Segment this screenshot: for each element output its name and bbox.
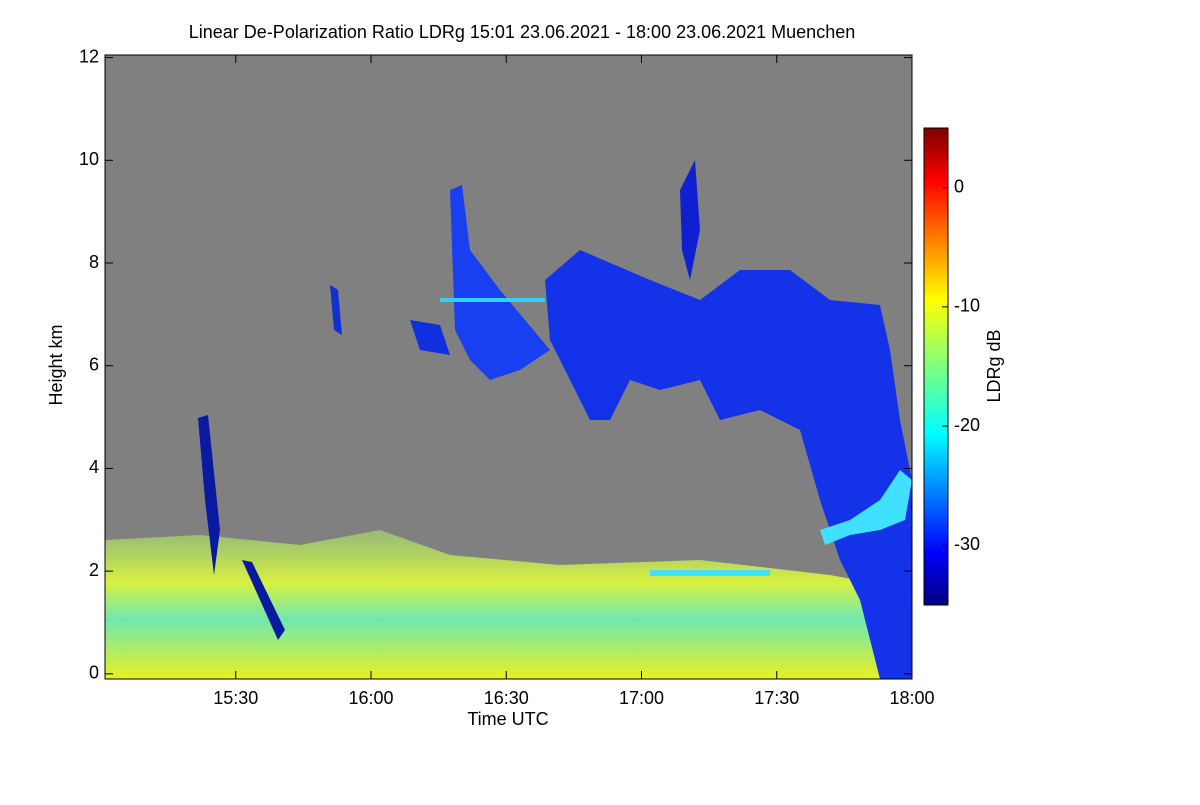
colorbar-tick-label: -30 (954, 534, 980, 554)
x-tick-label: 15:30 (213, 688, 258, 708)
y-tick-label: 0 (89, 663, 99, 683)
y-tick-label: 4 (89, 457, 99, 477)
y-tick-label: 12 (79, 46, 99, 66)
heatmap-image (105, 55, 912, 679)
colorbar-tick-label: 0 (954, 176, 964, 196)
y-tick-label: 6 (89, 354, 99, 374)
y-tick-label: 8 (89, 252, 99, 272)
y-axis-label: Height km (46, 324, 66, 405)
x-tick-label: 16:00 (348, 688, 393, 708)
colorbar-tick-label: -20 (954, 415, 980, 435)
plot-frame (104, 54, 913, 680)
x-tick-label: 16:30 (484, 688, 529, 708)
colorbar-label: LDRg dB (984, 329, 1004, 402)
chart-title: Linear De-Polarization Ratio LDRg 15:01 … (189, 22, 855, 42)
y-tick-label: 2 (89, 560, 99, 580)
colorbar-tick-label: -10 (954, 296, 980, 316)
x-tick-label: 17:30 (754, 688, 799, 708)
y-tick-label: 10 (79, 149, 99, 169)
colorbar (923, 127, 949, 606)
x-axis-label: Time UTC (467, 709, 548, 729)
x-tick-label: 17:00 (619, 688, 664, 708)
x-tick-label: 18:00 (889, 688, 934, 708)
